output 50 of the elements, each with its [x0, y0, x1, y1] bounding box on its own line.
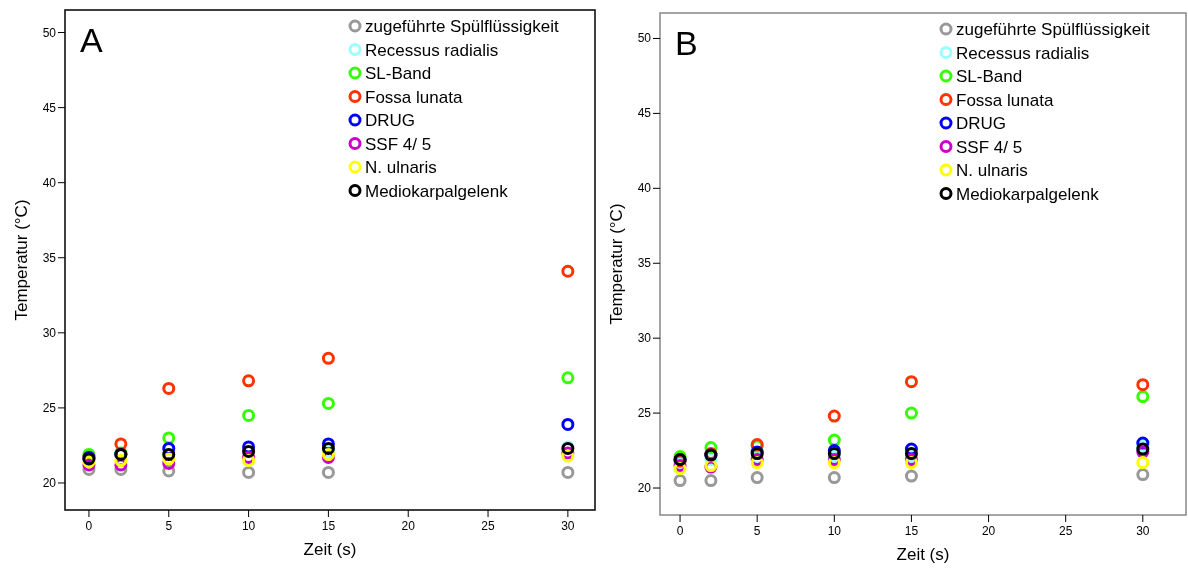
legend-label: Fossa lunata [956, 90, 1054, 110]
x-tick-label: 20 [981, 524, 996, 538]
y-tick-label: 25 [42, 400, 57, 415]
y-tick-label: 40 [42, 175, 57, 190]
legend-label: DRUG [365, 111, 416, 130]
x-tick-label: 25 [1059, 524, 1073, 538]
x-tick-label: 0 [85, 519, 93, 533]
x-tick-label: 30 [1136, 524, 1150, 538]
legend-label: zugeführte Spülflüssigkeit [956, 20, 1150, 39]
y-tick-label: 30 [42, 325, 57, 340]
x-tick-label: 0 [676, 524, 684, 538]
x-tick-label: 5 [165, 519, 173, 533]
y-tick-label: 20 [637, 481, 652, 496]
y-tick-label: 50 [637, 31, 652, 46]
x-tick-label: 30 [561, 519, 575, 533]
legend-label: Recessus radialis [365, 40, 499, 60]
y-axis-title: Temperatur (°C) [12, 199, 31, 321]
legend-label: SL-Band [956, 67, 1023, 86]
x-tick-label: 20 [401, 519, 416, 533]
x-tick-label: 10 [241, 519, 256, 533]
y-tick-label: 30 [637, 331, 652, 346]
legend-label: SSF 4/ 5 [956, 137, 1023, 157]
legend-label: Mediokarpalgelenk [365, 181, 509, 201]
y-tick-label: 35 [637, 256, 652, 271]
y-axis-title: Temperatur (°C) [607, 203, 626, 325]
legend-label: Fossa lunata [365, 87, 463, 107]
legend-label: N. ulnaris [956, 161, 1028, 180]
x-axis-title: Zeit (s) [303, 540, 357, 559]
x-tick-label: 15 [321, 519, 336, 533]
legend-label: SL-Band [365, 64, 432, 83]
x-tick-label: 5 [753, 524, 761, 538]
x-tick-label: 15 [904, 524, 919, 538]
legend-label: DRUG [956, 114, 1007, 133]
legend-label: N. ulnaris [365, 158, 437, 177]
x-tick-label: 25 [481, 519, 496, 533]
y-tick-label: 45 [42, 100, 57, 115]
legend-label: Mediokarpalgelenk [956, 184, 1100, 204]
legend-label: Recessus radialis [956, 43, 1090, 63]
legend-label: zugeführte Spülflüssigkeit [365, 17, 559, 36]
y-tick-label: 50 [42, 25, 57, 40]
legend-label: SSF 4/ 5 [365, 134, 432, 154]
y-tick-label: 35 [42, 250, 57, 265]
chart-title: A [80, 21, 103, 59]
y-tick-label: 25 [637, 406, 652, 421]
chart-title: B [675, 24, 698, 62]
y-tick-label: 40 [637, 181, 652, 196]
y-tick-label: 20 [42, 475, 57, 490]
x-tick-label: 10 [827, 524, 842, 538]
x-axis-title: Zeit (s) [896, 545, 950, 564]
y-tick-label: 45 [637, 106, 652, 121]
